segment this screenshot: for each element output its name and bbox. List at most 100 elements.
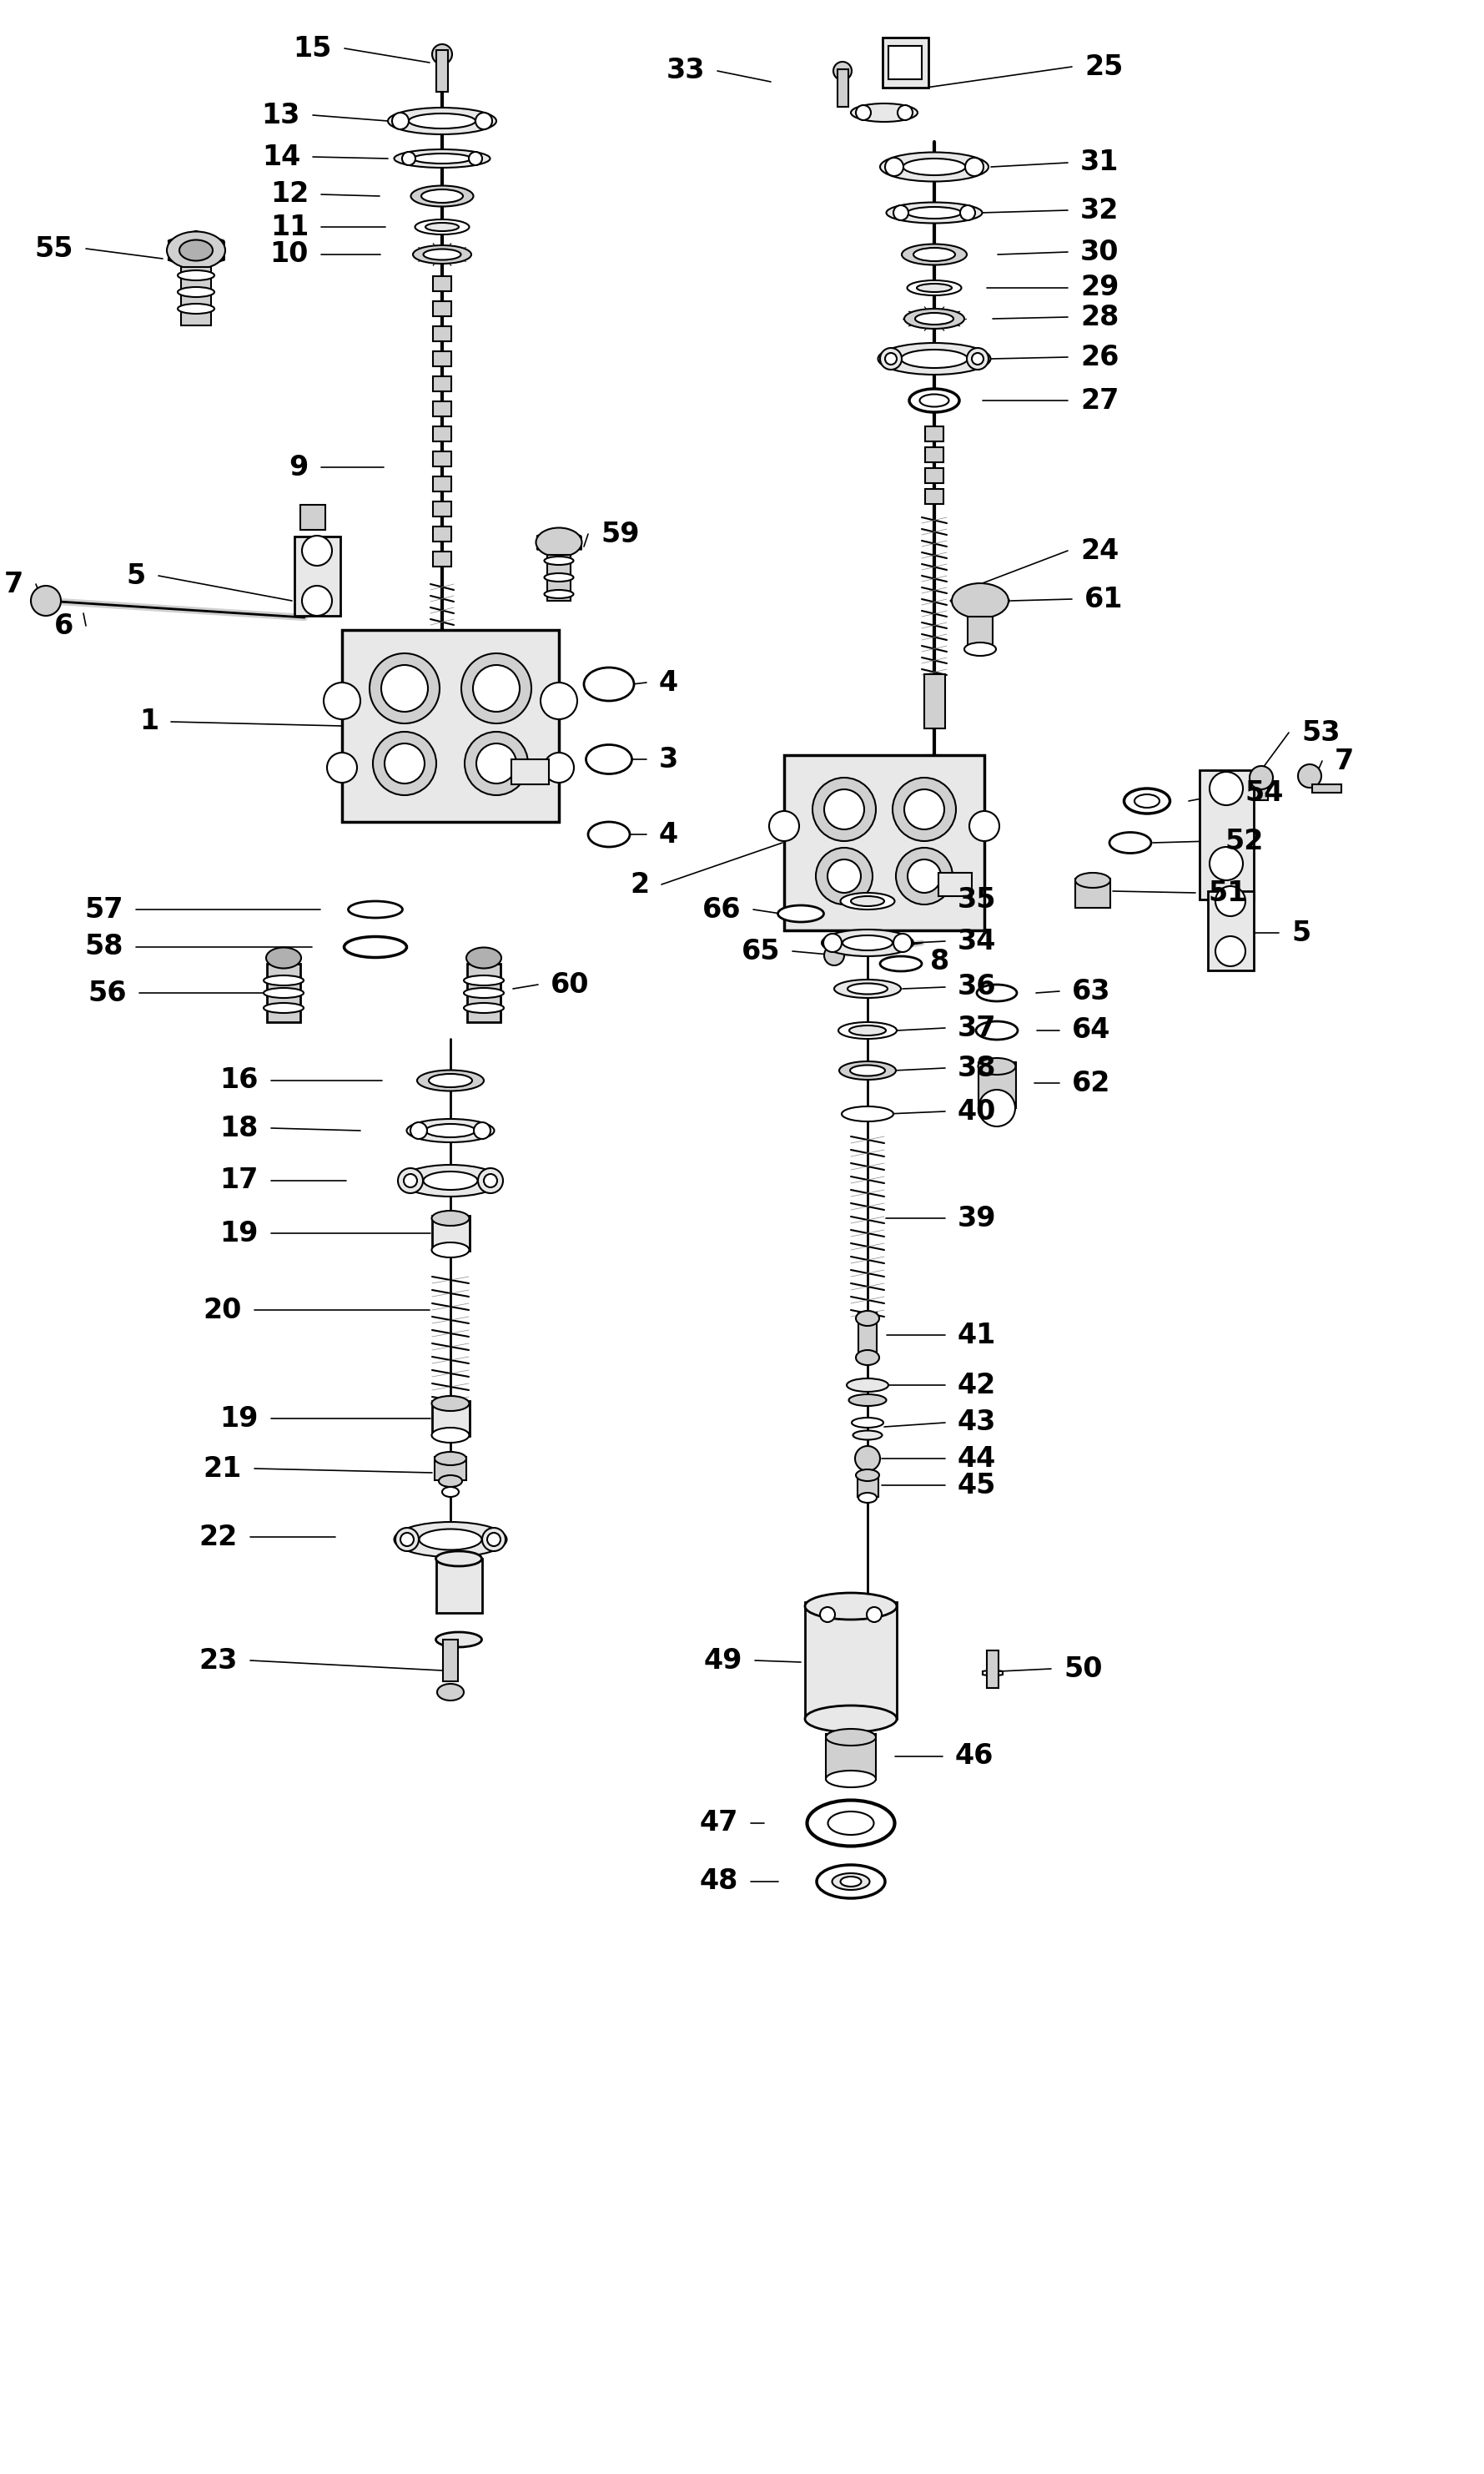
Circle shape <box>824 933 841 952</box>
Ellipse shape <box>436 1551 482 1566</box>
Text: 45: 45 <box>957 1472 996 1499</box>
Text: 4: 4 <box>659 668 678 695</box>
Ellipse shape <box>401 1165 500 1197</box>
Ellipse shape <box>852 1418 883 1427</box>
Circle shape <box>965 158 984 176</box>
Text: 3: 3 <box>659 745 678 772</box>
Ellipse shape <box>951 584 1009 618</box>
Text: 31: 31 <box>1080 148 1119 176</box>
Text: 44: 44 <box>957 1445 996 1472</box>
Bar <box>784 755 984 930</box>
Text: 49: 49 <box>703 1648 742 1675</box>
Ellipse shape <box>426 223 459 230</box>
Text: 28: 28 <box>1080 304 1119 332</box>
Circle shape <box>432 45 453 64</box>
Text: 55: 55 <box>34 235 73 262</box>
Ellipse shape <box>180 240 212 260</box>
Text: 30: 30 <box>1080 238 1119 265</box>
Circle shape <box>540 683 577 720</box>
Bar <box>1199 769 1254 898</box>
Text: 15: 15 <box>294 35 332 62</box>
Ellipse shape <box>840 893 895 910</box>
Ellipse shape <box>804 1705 896 1732</box>
Ellipse shape <box>583 668 634 700</box>
Text: 9: 9 <box>289 453 309 480</box>
Text: 20: 20 <box>203 1296 242 1324</box>
Text: 8: 8 <box>930 948 950 975</box>
Circle shape <box>1209 846 1244 881</box>
Circle shape <box>392 114 408 129</box>
Text: 54: 54 <box>1245 779 1284 807</box>
Ellipse shape <box>840 1878 861 1888</box>
Ellipse shape <box>976 985 1017 1002</box>
Circle shape <box>821 1608 835 1623</box>
Bar <box>510 760 549 784</box>
Ellipse shape <box>850 896 884 905</box>
Circle shape <box>1209 772 1244 804</box>
Ellipse shape <box>435 1452 466 1465</box>
Ellipse shape <box>841 1106 893 1121</box>
Text: 48: 48 <box>699 1868 738 1895</box>
Circle shape <box>834 62 852 79</box>
Ellipse shape <box>910 388 959 413</box>
Text: 53: 53 <box>1301 720 1340 747</box>
Circle shape <box>1250 767 1273 789</box>
Text: 38: 38 <box>957 1054 996 1081</box>
Text: 19: 19 <box>220 1405 258 1432</box>
Bar <box>433 426 451 440</box>
Circle shape <box>812 777 876 841</box>
Ellipse shape <box>879 344 991 374</box>
Text: 39: 39 <box>957 1205 996 1232</box>
Text: 51: 51 <box>1208 878 1247 905</box>
Ellipse shape <box>264 987 304 997</box>
Circle shape <box>904 789 944 829</box>
Ellipse shape <box>464 987 505 997</box>
Ellipse shape <box>588 821 629 846</box>
Circle shape <box>543 752 574 782</box>
Circle shape <box>469 151 482 166</box>
Text: 58: 58 <box>85 933 123 960</box>
Ellipse shape <box>429 1074 472 1086</box>
Text: 41: 41 <box>957 1321 996 1348</box>
Circle shape <box>473 666 519 713</box>
Bar <box>433 302 451 317</box>
Text: 24: 24 <box>1080 537 1119 564</box>
Bar <box>436 49 448 92</box>
Text: 47: 47 <box>699 1808 738 1836</box>
Ellipse shape <box>432 1427 469 1442</box>
Ellipse shape <box>917 285 951 292</box>
Text: 23: 23 <box>199 1648 237 1675</box>
Ellipse shape <box>413 245 472 265</box>
Circle shape <box>816 849 873 905</box>
Bar <box>881 37 928 87</box>
Bar <box>987 1650 999 1687</box>
Bar <box>1076 878 1110 908</box>
Ellipse shape <box>853 1430 881 1440</box>
Text: 4: 4 <box>659 821 678 849</box>
Ellipse shape <box>920 393 948 406</box>
Circle shape <box>395 1529 418 1551</box>
Bar <box>925 468 944 482</box>
Ellipse shape <box>178 304 214 314</box>
Circle shape <box>824 789 864 829</box>
Ellipse shape <box>907 280 962 294</box>
Text: 5: 5 <box>126 562 145 589</box>
Bar <box>433 327 451 341</box>
Bar <box>181 267 211 327</box>
Bar <box>858 1311 877 1358</box>
Bar <box>925 673 945 727</box>
Circle shape <box>484 1175 497 1188</box>
Bar <box>925 490 944 505</box>
Ellipse shape <box>856 1311 879 1326</box>
Bar <box>858 1475 879 1497</box>
Ellipse shape <box>432 1395 469 1410</box>
Bar <box>433 450 451 468</box>
Text: 35: 35 <box>957 886 996 913</box>
Ellipse shape <box>178 270 214 280</box>
Circle shape <box>893 933 911 952</box>
Circle shape <box>908 858 941 893</box>
Bar <box>433 552 451 567</box>
Text: 63: 63 <box>1071 977 1110 1004</box>
Text: 21: 21 <box>203 1455 242 1482</box>
Bar <box>925 789 944 821</box>
